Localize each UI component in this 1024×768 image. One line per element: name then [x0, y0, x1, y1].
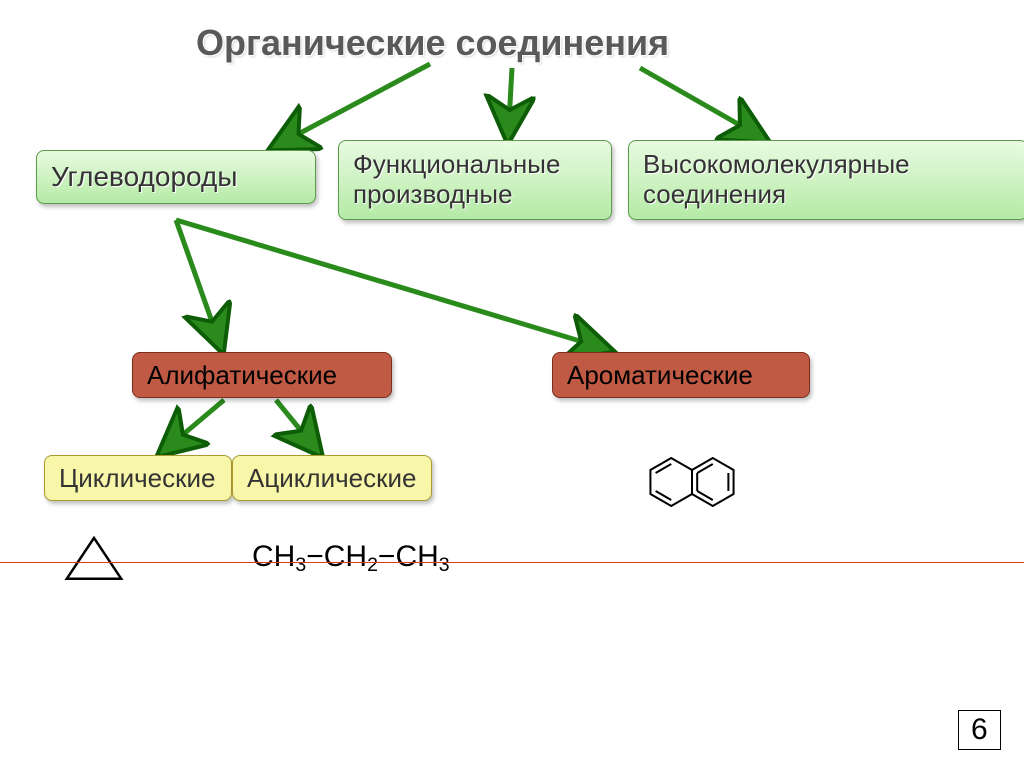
arrow-5 — [160, 400, 224, 454]
slide-canvas: Органические соединения Углеводороды Функ… — [0, 0, 1024, 768]
arrow-0 — [272, 64, 430, 148]
page-number: 6 — [958, 710, 1001, 750]
arrow-4 — [176, 220, 610, 350]
naphthalene-ring-right — [692, 458, 734, 506]
arrow-6 — [276, 400, 320, 454]
arrow-2 — [640, 68, 766, 140]
propane-formula: CH3−CH2−CH3 — [252, 540, 450, 577]
node-cyclic: Циклические — [44, 455, 232, 501]
node-aliphatic: Алифатические — [132, 352, 392, 398]
node-aromatic: Ароматические — [552, 352, 810, 398]
node-functional: Функциональные производные — [338, 140, 612, 220]
node-highmol: Высокомолекулярные соединения — [628, 140, 1024, 220]
node-acyclic: Ациклические — [232, 455, 432, 501]
naphthalene-ring-left — [650, 458, 692, 506]
arrow-3 — [176, 220, 222, 350]
cyclopropane-icon — [67, 538, 121, 579]
horizontal-guide-line — [0, 562, 1024, 563]
node-hydrocarbons: Углеводороды — [36, 150, 316, 204]
arrow-1 — [508, 68, 512, 140]
diagram-title: Органические соединения — [196, 22, 669, 64]
